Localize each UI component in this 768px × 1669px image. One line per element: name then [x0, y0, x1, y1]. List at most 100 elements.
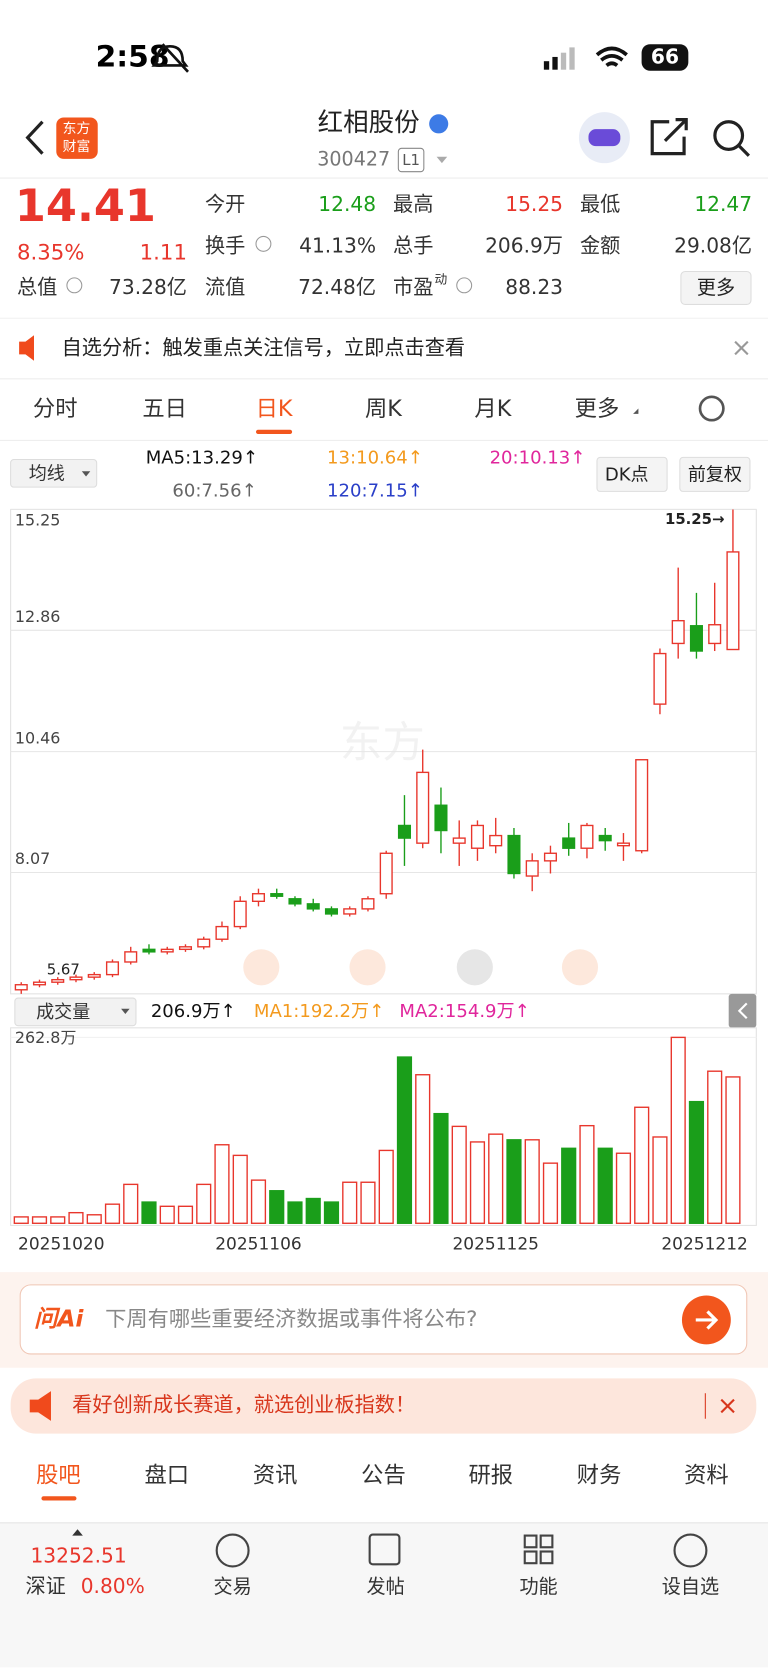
nav-item[interactable]: 功能 [519, 1575, 557, 1598]
candle-body [270, 893, 284, 897]
field-sup: 动 [434, 273, 447, 288]
section-tab[interactable]: 盘口 [144, 1463, 189, 1489]
logo-text: 东方 [63, 121, 91, 137]
candle-body [452, 837, 466, 844]
candle-body [470, 824, 484, 849]
fullscreen[interactable] [561, 949, 599, 986]
wifi-icon [595, 46, 628, 67]
volume-bar [688, 1100, 705, 1224]
x-tick-label: 20251020 [18, 1235, 104, 1255]
adjust-button[interactable] [679, 456, 751, 492]
nav-item[interactable]: 发帖 [366, 1575, 404, 1598]
more-button[interactable] [680, 270, 752, 305]
tab-active[interactable]: 日K [256, 396, 294, 422]
candle-body [507, 834, 521, 875]
info-icon [66, 277, 83, 294]
close-notice[interactable] [734, 340, 749, 356]
volume-bar [13, 1216, 29, 1224]
avatar-face [588, 129, 621, 147]
share-button[interactable] [650, 118, 688, 156]
close-ad[interactable] [720, 1398, 735, 1414]
candle-body [233, 900, 247, 928]
section-tab[interactable]: 财务 [577, 1463, 622, 1489]
section-tab[interactable]: 资料 [684, 1463, 729, 1489]
nav-icon [215, 1533, 250, 1568]
section-tab[interactable]: 公告 [361, 1463, 406, 1489]
tab[interactable]: 月K [474, 396, 512, 422]
ma-selector[interactable] [10, 458, 98, 488]
field-value: 41.13% [299, 234, 376, 258]
nav-item[interactable]: 设自选 [662, 1575, 719, 1598]
tab[interactable]: 周K [365, 396, 403, 422]
collapse-button[interactable] [728, 993, 757, 1028]
nav-icon [673, 1533, 708, 1568]
nav-item[interactable]: 交易 [214, 1575, 252, 1598]
tab[interactable]: 更多 [575, 396, 620, 422]
notice-bar[interactable] [0, 318, 768, 378]
kline: 15.25 12.86 10.46 8.07 262.8万 20251020 2025110… [10, 508, 757, 1255]
ma-legend-item: 20:10.13↑ [490, 447, 586, 468]
volume-bar [104, 1203, 121, 1224]
logo-text: 财富 [63, 138, 91, 155]
y-tick-label: 12.86 [15, 607, 61, 626]
volume-selector[interactable] [14, 997, 137, 1027]
volume-bar [597, 1147, 613, 1224]
level-badge [397, 147, 425, 173]
notice-icon [19, 335, 34, 361]
back-button[interactable] [25, 120, 44, 155]
ma-selector-label: 均线 [29, 463, 65, 484]
volume-bar [506, 1139, 522, 1224]
ai-input[interactable] [19, 1284, 748, 1355]
candle-body [726, 551, 740, 651]
scroll-right[interactable] [456, 949, 493, 986]
send-arrow [695, 1310, 719, 1330]
field-label: 最高 [393, 192, 433, 216]
volume-bar [196, 1183, 212, 1224]
signal-icon [543, 47, 575, 70]
scroll-left[interactable] [349, 949, 386, 986]
volume-bar [488, 1133, 504, 1224]
volume-bar [214, 1144, 230, 1224]
settings-button[interactable] [698, 395, 725, 422]
candle-body [124, 951, 138, 963]
candle-body [69, 976, 83, 981]
info-icon [456, 277, 473, 294]
section-tab[interactable]: 研报 [468, 1463, 513, 1489]
ai-prompt: 下周有哪些重要经济数据或事件将公布? [105, 1307, 477, 1332]
candle-body [178, 946, 193, 951]
section-tab[interactable]: 资讯 [253, 1463, 298, 1489]
candle-body [598, 834, 612, 842]
candle-body [51, 978, 65, 983]
dk-button[interactable] [596, 456, 668, 492]
bottom-nav [0, 1522, 768, 1668]
tab[interactable]: 五日 [142, 396, 187, 422]
search-handle [738, 145, 751, 157]
candle-body [580, 824, 594, 849]
stock-name: 红相股份 [318, 108, 420, 138]
volume-legend-item: 206.9万↑ [151, 1001, 236, 1022]
search-button[interactable] [713, 120, 745, 151]
zoom-in[interactable] [243, 949, 280, 986]
app-logo [56, 117, 98, 159]
candle-body [635, 759, 649, 852]
candle-body [671, 619, 685, 645]
ad-banner[interactable] [10, 1378, 757, 1434]
candle-body [708, 624, 722, 645]
candle-body [525, 860, 539, 877]
section-tab-active[interactable]: 股吧 [36, 1463, 81, 1489]
nav-icon [523, 1534, 554, 1565]
candle-body [142, 948, 156, 953]
field-value: 88.23 [505, 275, 563, 299]
candle-body [215, 925, 229, 940]
volume-bar [707, 1070, 723, 1224]
volume-bar [287, 1201, 303, 1224]
candle-body [379, 852, 393, 895]
field-value: 12.47 [694, 192, 752, 216]
volume-bar [177, 1205, 194, 1224]
volume-selector-label: 成交量 [36, 1002, 90, 1023]
adjust-label: 前复权 [688, 464, 742, 485]
candle-body [160, 948, 174, 953]
tab[interactable]: 分时 [33, 396, 78, 422]
candle-body [14, 984, 28, 991]
index-value: 13252.51 [30, 1543, 126, 1567]
